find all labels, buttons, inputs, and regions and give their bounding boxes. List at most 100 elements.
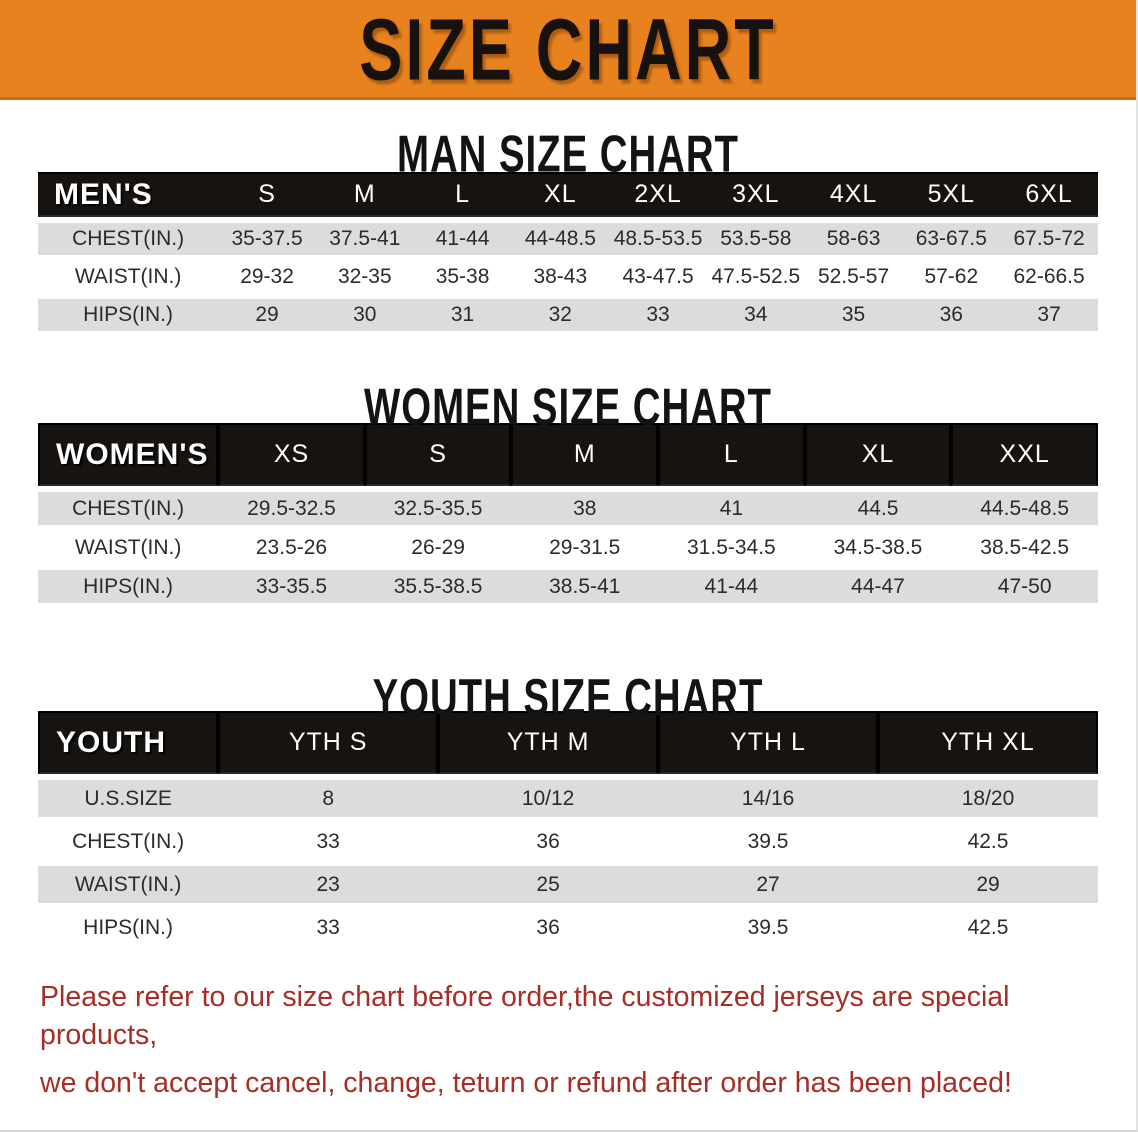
size-value-cell: 31 <box>413 299 512 331</box>
row-label: HIPS(IN.) <box>38 570 219 603</box>
table-row: HIPS(IN.) 29 30 31 32 33 34 35 36 37 <box>38 299 1098 331</box>
size-column-header: 3XL <box>706 172 805 217</box>
size-value-cell: 44.5 <box>804 492 952 525</box>
size-value-cell: 39.5 <box>658 823 878 860</box>
row-label: WAIST(IN.) <box>38 261 219 293</box>
youth-size-chart-title: YOUTH SIZE CHART <box>372 669 764 727</box>
women-size-chart-title: WOMEN SIZE CHART <box>364 379 772 437</box>
size-value-cell: 43-47.5 <box>609 261 707 293</box>
size-value-cell: 62-66.5 <box>1000 261 1098 293</box>
size-value-cell: 35 <box>804 299 903 331</box>
size-value-cell: 31.5-34.5 <box>658 531 805 564</box>
man-size-chart-title: MAN SIZE CHART <box>397 126 739 184</box>
size-value-cell: 14/16 <box>658 780 878 817</box>
size-value-cell: 48.5-53.5 <box>609 223 707 255</box>
table-header-row: MEN'S S M L XL 2XL 3XL 4XL 5XL 6XL <box>38 172 1098 217</box>
size-column-header: YTH L <box>658 711 878 774</box>
size-value-cell: 52.5-57 <box>804 261 903 293</box>
table-row: WAIST(IN.) 23 25 27 29 <box>38 866 1098 903</box>
size-value-cell: 32-35 <box>315 261 414 293</box>
size-value-cell: 44-48.5 <box>511 223 610 255</box>
banner-title: SIZE CHART <box>359 0 777 98</box>
table-row: CHEST(IN.) 33 36 39.5 42.5 <box>38 823 1098 860</box>
size-column-header: YTH S <box>218 711 439 774</box>
size-column-header: L <box>658 423 805 486</box>
size-column-header: M <box>511 423 659 486</box>
size-value-cell: 29 <box>218 299 316 331</box>
size-value-cell: 41-44 <box>413 223 512 255</box>
row-label: CHEST(IN.) <box>38 823 219 860</box>
notice-line-2: we don't accept cancel, change, teturn o… <box>40 1067 1012 1099</box>
size-value-cell: 34 <box>706 299 805 331</box>
man-size-table: MEN'S S M L XL 2XL 3XL 4XL 5XL 6XL CHEST(IN.) 35-37… <box>38 166 1098 337</box>
notice-line-1: Please refer to our size chart before or… <box>40 981 1010 1051</box>
size-value-cell: 18/20 <box>878 780 1098 817</box>
size-value-cell: 53.5-58 <box>706 223 805 255</box>
size-column-header: 2XL <box>609 172 707 217</box>
size-column-header: XXL <box>951 423 1098 486</box>
size-value-cell: 57-62 <box>902 261 1001 293</box>
size-value-cell: 29.5-32.5 <box>218 492 365 525</box>
size-value-cell: 10/12 <box>438 780 659 817</box>
table-header-row: WOMEN'S XS S M L XL XXL <box>38 423 1098 486</box>
size-value-cell: 36 <box>438 909 659 946</box>
size-column-header: XL <box>511 172 610 217</box>
youth-size-chart-section: YOUTH SIZE CHART YOUTH YTH S YTH M YTH L YTH … <box>0 609 1136 952</box>
row-label: CHEST(IN.) <box>38 223 219 255</box>
size-value-cell: 37 <box>1000 299 1098 331</box>
size-value-cell: 36 <box>438 823 659 860</box>
women-size-chart-section: WOMEN SIZE CHART WOMEN'S XS S M L XL XXL CHEST(I… <box>0 337 1136 609</box>
size-column-header: XS <box>218 423 365 486</box>
size-value-cell: 47.5-52.5 <box>706 261 805 293</box>
size-value-cell: 41 <box>658 492 805 525</box>
table-row: WAIST(IN.) 23.5-26 26-29 29-31.5 31.5-34.5 34… <box>38 531 1098 564</box>
size-value-cell: 25 <box>438 866 659 903</box>
size-value-cell: 8 <box>218 780 439 817</box>
size-value-cell: 35.5-38.5 <box>364 570 512 603</box>
size-value-cell: 33 <box>218 823 439 860</box>
size-value-cell: 67.5-72 <box>1000 223 1098 255</box>
size-value-cell: 36 <box>902 299 1001 331</box>
table-header-row: YOUTH YTH S YTH M YTH L YTH XL <box>38 711 1098 774</box>
size-column-header: 6XL <box>1000 172 1098 217</box>
size-value-cell: 38 <box>511 492 659 525</box>
size-value-cell: 33 <box>609 299 707 331</box>
size-value-cell: 32 <box>511 299 610 331</box>
size-value-cell: 58-63 <box>804 223 903 255</box>
size-value-cell: 35-38 <box>413 261 512 293</box>
row-label: CHEST(IN.) <box>38 492 219 525</box>
row-label: HIPS(IN.) <box>38 299 219 331</box>
size-value-cell: 29-31.5 <box>511 531 659 564</box>
table-row: HIPS(IN.) 33-35.5 35.5-38.5 38.5-41 41-44 44-… <box>38 570 1098 603</box>
footer-notice: Please refer to our size chart before or… <box>40 978 1118 1102</box>
youth-size-table: YOUTH YTH S YTH M YTH L YTH XL U.S.SIZE 8 10/12… <box>38 705 1098 952</box>
size-value-cell: 35-37.5 <box>218 223 316 255</box>
size-column-header: L <box>413 172 512 217</box>
size-value-cell: 47-50 <box>951 570 1098 603</box>
size-value-cell: 33 <box>218 909 439 946</box>
row-label: WAIST(IN.) <box>38 531 219 564</box>
women-size-table: WOMEN'S XS S M L XL XXL CHEST(IN.) 29.5-32.5 32.5… <box>38 417 1098 609</box>
size-value-cell: 34.5-38.5 <box>804 531 952 564</box>
table-row: CHEST(IN.) 35-37.5 37.5-41 41-44 44-48.5 48.5… <box>38 223 1098 255</box>
row-label: HIPS(IN.) <box>38 909 219 946</box>
table-row: U.S.SIZE 8 10/12 14/16 18/20 <box>38 780 1098 817</box>
size-column-header: 5XL <box>902 172 1001 217</box>
size-column-header: YTH M <box>438 711 659 774</box>
size-value-cell: 32.5-35.5 <box>364 492 512 525</box>
size-column-header: M <box>315 172 414 217</box>
size-value-cell: 44-47 <box>804 570 952 603</box>
size-value-cell: 41-44 <box>658 570 805 603</box>
size-value-cell: 30 <box>315 299 414 331</box>
size-column-header: XL <box>804 423 952 486</box>
size-value-cell: 63-67.5 <box>902 223 1001 255</box>
row-label: U.S.SIZE <box>38 780 219 817</box>
size-value-cell: 27 <box>658 866 878 903</box>
size-value-cell: 26-29 <box>364 531 512 564</box>
man-table-group-label: MEN'S <box>38 172 219 217</box>
size-value-cell: 44.5-48.5 <box>951 492 1098 525</box>
size-value-cell: 39.5 <box>658 909 878 946</box>
man-size-chart-section: MAN SIZE CHART MEN'S S M L XL 2XL 3XL 4XL 5XL 6XL C… <box>0 100 1136 337</box>
banner: SIZE CHART <box>0 0 1136 100</box>
size-value-cell: 42.5 <box>878 823 1098 860</box>
